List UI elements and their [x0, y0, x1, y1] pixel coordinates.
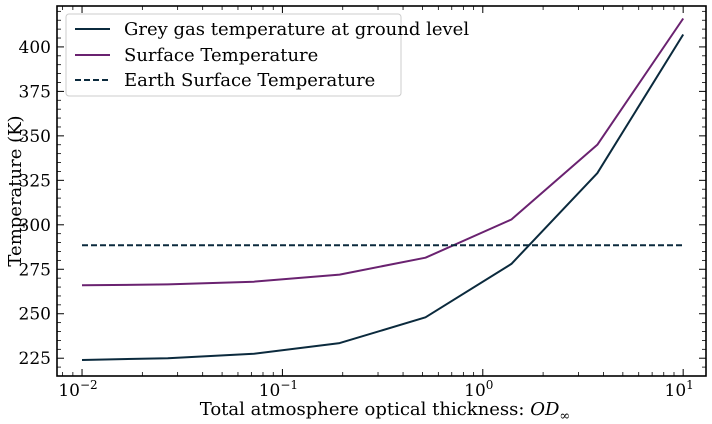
y-tick-label: 325 [19, 171, 51, 191]
plot-frame [56, 5, 707, 377]
y-tick-label: 400 [19, 38, 51, 58]
x-tick-label-base: 10 [464, 381, 486, 401]
x-tick-label-base: 10 [58, 381, 80, 401]
series-line-1 [81, 17, 685, 287]
x-tick-label: 10−1 [259, 378, 298, 401]
x-tick-label-base: 10 [665, 381, 687, 401]
x-tick-label-exponent: −1 [280, 378, 298, 392]
y-tick-label: 300 [19, 216, 51, 236]
y-tick-label: 350 [19, 127, 51, 147]
legend-label-surface: Surface Temperature [124, 45, 318, 66]
x-tick-label-exponent: 1 [686, 378, 694, 392]
major-tick-marks [57, 6, 706, 376]
legend-box [65, 13, 402, 97]
legend-label-ground: Grey gas temperature at ground level [124, 19, 469, 40]
y-tick-label: 225 [19, 349, 51, 369]
y-tick-labels: 225 250 275 300 325 350 375 400 [19, 38, 51, 369]
y-tick-label: 250 [19, 305, 51, 325]
x-axis-label-subscript: ∞ [559, 409, 570, 424]
x-axis-label-text: Total atmosphere optical thickness: [200, 399, 530, 420]
x-axis-label-symbol: OD [530, 399, 560, 420]
x-axis-label: Total atmosphere optical thickness: OD∞ [200, 399, 571, 424]
x-tick-label-base: 10 [259, 381, 281, 401]
plot-series [81, 17, 685, 361]
y-tick-label: 375 [19, 82, 51, 102]
x-tick-label-exponent: 0 [486, 378, 494, 392]
x-tick-label: 101 [665, 378, 694, 401]
y-tick-label: 275 [19, 260, 51, 280]
x-tick-label-exponent: −2 [80, 378, 98, 392]
x-tick-labels: 10−2 10−1 100 101 [58, 378, 693, 401]
legend-label-earth: Earth Surface Temperature [124, 70, 375, 91]
x-tick-label: 100 [464, 378, 493, 401]
y-axis-label: Temperature (K) [5, 115, 26, 266]
series-line-0 [81, 33, 685, 361]
x-tick-label: 10−2 [58, 378, 97, 401]
legend: Grey gas temperature at ground level Sur… [65, 13, 469, 97]
